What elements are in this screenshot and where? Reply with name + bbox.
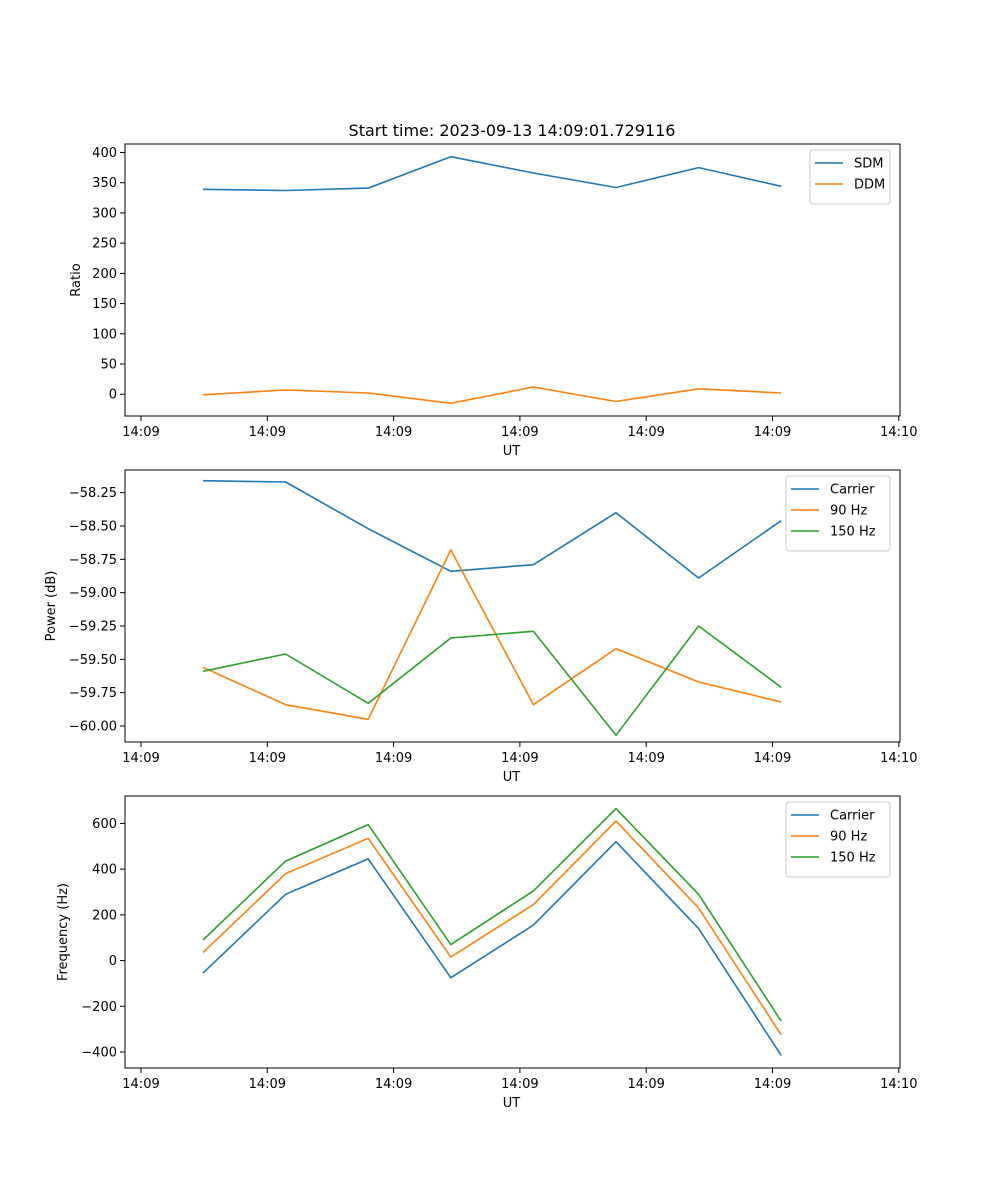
legend-label: Carrier <box>830 809 875 824</box>
x-tick-label: 14:09 <box>375 1077 412 1092</box>
y-tick-label: 100 <box>92 327 117 342</box>
y-axis-label: Frequency (Hz) <box>56 883 71 981</box>
y-tick-label: 600 <box>92 817 117 832</box>
x-tick-label: 14:09 <box>627 1077 664 1092</box>
y-tick-label: 300 <box>92 206 117 221</box>
y-tick-label: 250 <box>92 237 117 252</box>
y-tick-label: 0 <box>109 954 117 969</box>
x-tick-label: 14:09 <box>375 425 412 440</box>
y-tick-label: −60.00 <box>69 720 117 735</box>
y-tick-label: −59.75 <box>69 686 117 701</box>
x-tick-label: 14:09 <box>249 751 286 766</box>
y-tick-label: 200 <box>92 267 117 282</box>
y-tick-label: 350 <box>92 176 117 191</box>
x-tick-label: 14:09 <box>754 1077 791 1092</box>
x-tick-label: 14:09 <box>375 751 412 766</box>
legend-label: 90 Hz <box>830 504 867 519</box>
x-tick-label: 14:09 <box>501 425 538 440</box>
x-tick-label: 14:09 <box>501 751 538 766</box>
axes-frame <box>124 795 901 1069</box>
x-axis-label: UT <box>503 1096 521 1111</box>
chart-panel-1: 14:09 14:09 14:09 14:09 14:09 14:09 14:10 400 35… <box>69 143 918 459</box>
legend-label: Carrier <box>830 483 875 498</box>
series-line-150-hz <box>202 807 782 1022</box>
x-tick-label: 14:09 <box>122 1077 159 1092</box>
legend: Carrier 90 Hz 150 Hz <box>785 475 891 552</box>
legend-label: DDM <box>854 178 885 193</box>
y-tick-label: 50 <box>100 358 117 373</box>
legend-label: SDM <box>854 157 883 172</box>
x-tick-label: 14:09 <box>249 1077 286 1092</box>
legend-box <box>785 475 891 552</box>
x-axis-label: UT <box>503 444 521 459</box>
x-tick-label: 14:09 <box>122 425 159 440</box>
x-tick-label: 14:09 <box>627 751 664 766</box>
y-tick-label: −58.75 <box>69 553 117 568</box>
series-line-90-hz <box>202 820 782 1036</box>
x-tick-label: 14:10 <box>880 1077 917 1092</box>
axes-frame <box>124 143 901 417</box>
legend: Carrier 90 Hz 150 Hz <box>785 801 891 878</box>
legend-label: 90 Hz <box>830 830 867 845</box>
legend: SDM DDM <box>809 149 891 205</box>
legend-label: 150 Hz <box>830 525 876 540</box>
series-line-carrier <box>202 840 782 1056</box>
y-tick-label: −59.25 <box>69 620 117 635</box>
legend-box <box>785 801 891 878</box>
series-line-90-hz <box>202 549 782 721</box>
y-tick-label: −59.50 <box>69 653 117 668</box>
y-axis-label: Ratio <box>69 263 84 296</box>
series-line-150-hz <box>202 625 782 737</box>
x-tick-label: 14:09 <box>627 425 664 440</box>
chart-panel-3: 14:09 14:09 14:09 14:09 14:09 14:09 14:10 600 40… <box>56 795 918 1111</box>
x-tick-label: 14:09 <box>754 751 791 766</box>
y-tick-label: −400 <box>81 1046 117 1061</box>
y-tick-label: −58.25 <box>69 486 117 501</box>
y-tick-label: −59.00 <box>69 586 117 601</box>
x-tick-label: 14:10 <box>880 751 917 766</box>
chart-panel-2: 14:09 14:09 14:09 14:09 14:09 14:09 14:10 −58.2… <box>44 469 918 785</box>
x-tick-label: 14:09 <box>249 425 286 440</box>
legend-label: 150 Hz <box>830 851 876 866</box>
series-line-sdm <box>202 155 782 192</box>
x-axis-label: UT <box>503 770 521 785</box>
series-line-carrier <box>202 479 782 579</box>
y-tick-label: 200 <box>92 908 117 923</box>
y-tick-label: −58.50 <box>69 520 117 535</box>
x-tick-label: 14:09 <box>501 1077 538 1092</box>
y-axis-label: Power (dB) <box>44 571 59 642</box>
series-line-ddm <box>202 386 782 405</box>
x-tick-label: 14:09 <box>754 425 791 440</box>
y-tick-label: 0 <box>109 388 117 403</box>
y-tick-label: 400 <box>92 863 117 878</box>
figure-title: Start time: 2023-09-13 14:09:01.729116 <box>349 121 676 140</box>
x-tick-label: 14:09 <box>122 751 159 766</box>
axes-frame <box>124 469 901 743</box>
y-tick-label: 400 <box>92 146 117 161</box>
y-tick-label: −200 <box>81 1000 117 1015</box>
x-tick-label: 14:10 <box>880 425 917 440</box>
y-tick-label: 150 <box>92 297 117 312</box>
